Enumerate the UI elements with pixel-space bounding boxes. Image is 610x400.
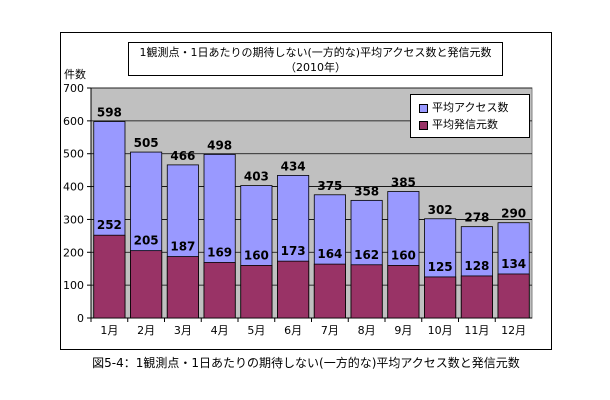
figure-caption: 図5-4：1観測点・1日あたりの期待しない(一方的な)平均アクセス数と発信元数 (92, 356, 520, 370)
bar-sources (203, 262, 236, 319)
data-label-access: 278 (464, 211, 489, 225)
data-label-access: 375 (317, 179, 342, 193)
bar-sources (497, 273, 530, 319)
x-tick-label: 5月 (247, 324, 265, 337)
data-label-sources: 205 (134, 234, 159, 248)
data-label-sources: 169 (207, 245, 232, 259)
y-tick-label: 700 (63, 82, 84, 95)
data-label-sources: 173 (281, 244, 306, 258)
data-label-access: 598 (97, 106, 122, 120)
data-label-sources: 187 (170, 240, 195, 254)
y-tick-label: 600 (63, 115, 84, 128)
y-axis-label: 件数 (64, 68, 86, 81)
y-tick-label: 0 (77, 312, 84, 325)
data-label-access: 358 (354, 184, 379, 198)
x-tick-label: 7月 (321, 324, 339, 337)
x-tick-label: 1月 (100, 324, 118, 337)
bar-sources (387, 265, 420, 319)
data-label-access: 302 (428, 203, 453, 217)
legend-swatch-sources (419, 120, 428, 130)
data-label-sources: 162 (354, 248, 379, 262)
bar-sources (350, 264, 383, 319)
legend-item-sources: 平均発信元数 (419, 118, 498, 132)
legend: 平均アクセス数 平均発信元数 (410, 94, 530, 138)
data-label-sources: 125 (428, 260, 453, 274)
data-label-sources: 134 (501, 257, 526, 271)
chart-title: 1観測点・1日あたりの期待しない(一方的な)平均アクセス数と発信元数 （2010… (128, 42, 503, 76)
data-label-access: 290 (501, 207, 526, 221)
data-label-sources: 164 (317, 247, 342, 261)
x-tick-label: 9月 (394, 324, 412, 337)
data-label-sources: 252 (97, 218, 122, 232)
bar-sources (130, 250, 163, 319)
chart-title-line1: 1観測点・1日あたりの期待しない(一方的な)平均アクセス数と発信元数 (139, 46, 492, 59)
bar-sources (240, 265, 273, 319)
data-label-access: 403 (244, 170, 269, 184)
x-tick-label: 4月 (211, 324, 229, 337)
data-label-access: 505 (134, 136, 159, 150)
chart-title-line2: （2010年） (285, 61, 346, 74)
data-label-access: 434 (281, 159, 306, 173)
x-tick-label: 10月 (428, 324, 453, 337)
data-label-access: 466 (170, 149, 195, 163)
bar-sources (313, 263, 346, 319)
x-tick-label: 12月 (501, 324, 526, 337)
x-tick-label: 3月 (174, 324, 192, 337)
x-tick-label: 8月 (358, 324, 376, 337)
y-tick-label: 500 (63, 148, 84, 161)
x-tick-label: 2月 (137, 324, 155, 337)
bar-sources (166, 256, 199, 319)
x-tick-label: 11月 (464, 324, 489, 337)
y-tick-label: 400 (63, 181, 84, 194)
y-tick-label: 100 (63, 279, 84, 292)
legend-item-access: 平均アクセス数 (419, 101, 508, 115)
bar-sources (460, 275, 493, 319)
data-label-sources: 128 (464, 259, 489, 273)
y-tick-label: 200 (63, 246, 84, 259)
legend-label-sources: 平均発信元数 (432, 118, 498, 131)
data-label-sources: 160 (391, 248, 416, 262)
x-tick-label: 6月 (284, 324, 302, 337)
bar-sources (424, 276, 457, 319)
data-label-access: 385 (391, 176, 416, 190)
data-label-access: 498 (207, 138, 232, 152)
legend-swatch-access (419, 103, 428, 113)
bar-sources (277, 260, 310, 319)
bar-sources (93, 234, 126, 319)
y-tick-label: 300 (63, 213, 84, 226)
legend-label-access: 平均アクセス数 (432, 101, 509, 114)
data-label-sources: 160 (244, 248, 269, 262)
